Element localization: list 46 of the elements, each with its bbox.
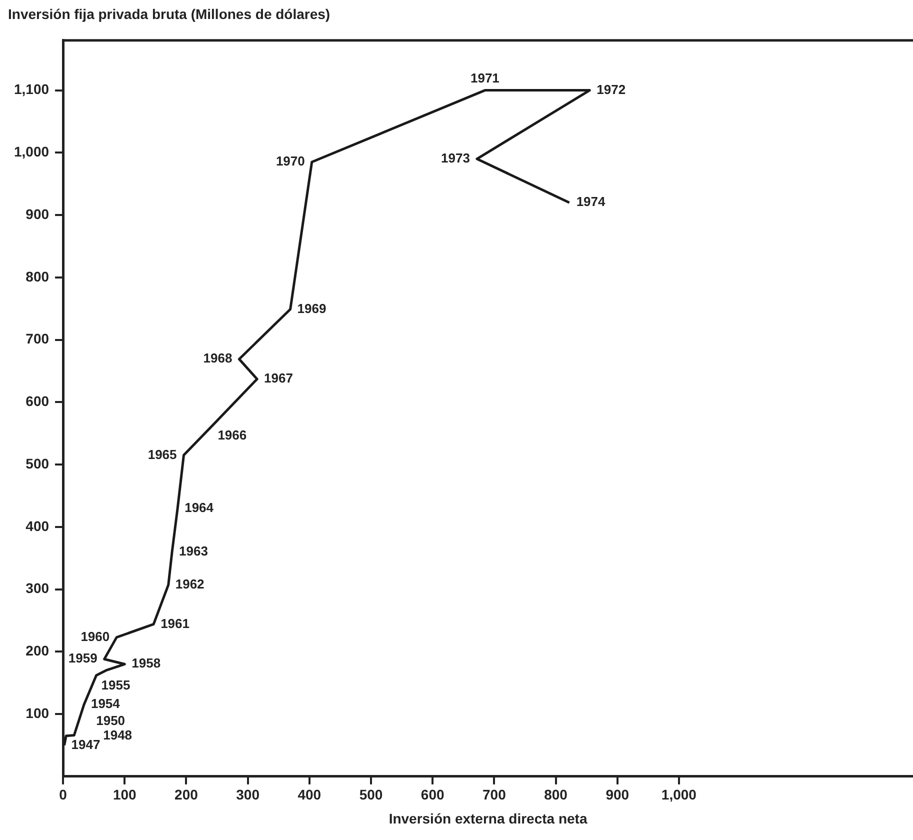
y-tick-label: 900 bbox=[26, 206, 50, 222]
y-tick-label: 1,100 bbox=[14, 81, 50, 98]
annotation: 1972 bbox=[596, 82, 626, 97]
annotation: 1967 bbox=[264, 370, 293, 386]
annotation: 1960 bbox=[80, 628, 110, 644]
annotation: 1959 bbox=[68, 650, 98, 666]
annotation: 1950 bbox=[96, 712, 126, 728]
annotation: 1971 bbox=[470, 70, 500, 86]
x-tick-label: 300 bbox=[236, 786, 260, 803]
y-tick-label: 300 bbox=[26, 580, 50, 596]
x-tick-label: 0 bbox=[59, 786, 68, 803]
annotation: 1961 bbox=[160, 616, 190, 631]
annotation: 1958 bbox=[132, 656, 161, 671]
annotation: 1948 bbox=[103, 727, 132, 742]
x-tick-label: 100 bbox=[112, 786, 137, 803]
y-axis-title: Inversión fija privada bruta (Millones de dólares) bbox=[8, 6, 330, 22]
x-tick-label: 800 bbox=[544, 786, 568, 803]
annotation: 1970 bbox=[276, 154, 305, 169]
annotation: 1968 bbox=[203, 350, 232, 366]
y-tick-label: 600 bbox=[26, 393, 50, 410]
y-tick-label: 1,000 bbox=[14, 144, 50, 160]
annotation: 1974 bbox=[576, 194, 606, 210]
y-tick-label: 400 bbox=[26, 518, 50, 534]
annotation: 1969 bbox=[297, 300, 326, 316]
x-tick-label: 900 bbox=[606, 786, 630, 803]
x-tick-label: 600 bbox=[420, 786, 444, 803]
annotation: 1954 bbox=[90, 696, 121, 712]
y-tick-label: 100 bbox=[26, 704, 50, 721]
annotation: 1963 bbox=[179, 543, 208, 558]
annotation: 1964 bbox=[184, 500, 214, 515]
annotation: 1947 bbox=[71, 736, 100, 752]
x-tick-label: 500 bbox=[359, 786, 383, 803]
y-tick-label: 800 bbox=[26, 268, 50, 284]
annotation: 1962 bbox=[175, 576, 204, 592]
y-tick-label: 700 bbox=[26, 330, 50, 347]
y-tick-label: 500 bbox=[26, 455, 50, 472]
annotation: 1973 bbox=[441, 150, 470, 166]
y-tick-label: 200 bbox=[26, 642, 50, 659]
x-tick-label: 1,000 bbox=[661, 786, 697, 803]
annotation: 1965 bbox=[148, 446, 177, 462]
x-tick-label: 400 bbox=[298, 786, 322, 803]
annotation: 1955 bbox=[101, 677, 130, 692]
x-axis-title: Inversión externa directa neta bbox=[388, 810, 588, 826]
x-tick-label: 200 bbox=[174, 786, 198, 803]
annotation: 1966 bbox=[218, 427, 247, 442]
x-tick-label: 700 bbox=[482, 786, 506, 803]
